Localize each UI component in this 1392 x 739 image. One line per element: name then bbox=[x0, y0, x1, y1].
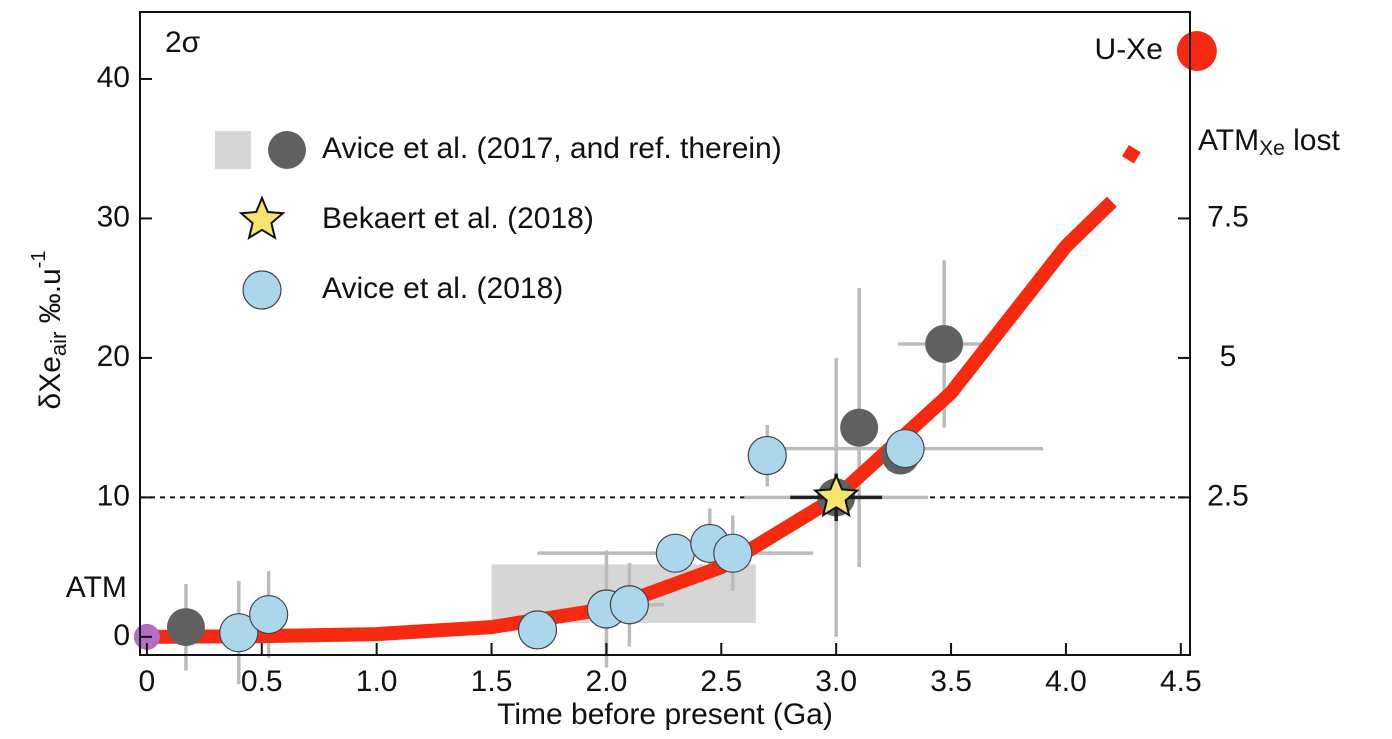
data-point bbox=[885, 428, 925, 469]
legend-marker bbox=[238, 195, 286, 240]
data-point bbox=[166, 608, 205, 647]
data-point bbox=[249, 594, 289, 635]
y-tick-label: 10 bbox=[97, 479, 130, 512]
y-label-sub: air bbox=[46, 332, 71, 356]
y-axis-label: δXeair ‰.u-1 bbox=[28, 250, 71, 409]
data-point bbox=[925, 324, 964, 363]
fit-curve bbox=[146, 145, 1141, 644]
special-point bbox=[1176, 31, 1217, 72]
legend-marker bbox=[268, 131, 306, 169]
legend-label: Avice et al. (2018) bbox=[322, 272, 563, 305]
x-tick-label: 0.5 bbox=[241, 665, 283, 698]
x-tick-label: 4.5 bbox=[1160, 665, 1202, 698]
y-tick-label: 40 bbox=[97, 61, 130, 94]
y2-tick-label: 5 bbox=[1220, 340, 1237, 373]
legend-label: Bekaert et al. (2018) bbox=[322, 202, 594, 235]
y-tick-label: 20 bbox=[97, 340, 130, 373]
data-point bbox=[747, 435, 787, 476]
y2-label-rest: lost bbox=[1285, 124, 1341, 157]
legend-marker bbox=[242, 270, 282, 310]
data-point bbox=[812, 472, 860, 518]
y2-tick-label: 7.5 bbox=[1207, 200, 1249, 233]
y2-label-main: ATM bbox=[1198, 124, 1259, 157]
point-label: U-Xe bbox=[1095, 33, 1163, 66]
x-tick-label: 1.0 bbox=[356, 665, 398, 698]
x-tick-label: 4.0 bbox=[1045, 665, 1087, 698]
data-point bbox=[840, 408, 879, 447]
data-point bbox=[609, 585, 649, 625]
x-tick-label: 2.0 bbox=[586, 665, 628, 698]
data-point bbox=[517, 610, 558, 650]
data-point bbox=[655, 533, 695, 573]
point-label: ATM bbox=[66, 571, 127, 604]
data-point bbox=[713, 533, 753, 573]
y2-tick-label: 2.5 bbox=[1207, 479, 1249, 512]
y-label-unit: ‰.u bbox=[34, 268, 67, 331]
plot-frame bbox=[139, 11, 1191, 656]
annotation: 2σ bbox=[165, 26, 201, 59]
x-tick-label: 0 bbox=[139, 665, 156, 698]
x-tick-label: 3.0 bbox=[815, 665, 857, 698]
y2-axis-label: ATMXe lost bbox=[1198, 124, 1340, 160]
x-tick-label: 1.5 bbox=[471, 665, 513, 698]
x-tick-label: 2.5 bbox=[700, 665, 742, 698]
y2-label-sub: Xe bbox=[1259, 137, 1285, 160]
y-label-sup: -1 bbox=[28, 250, 50, 268]
data-point bbox=[219, 613, 259, 653]
legend-label: Avice et al. (2017, and ref. therein) bbox=[322, 132, 782, 165]
x-axis-label: Time before present (Ga) bbox=[497, 698, 833, 731]
y-label-main: δXe bbox=[34, 356, 67, 409]
x-tick-label: 3.5 bbox=[930, 665, 972, 698]
y-tick-label: 30 bbox=[97, 200, 130, 233]
y-tick-label: 0 bbox=[113, 619, 130, 652]
legend-swatch bbox=[215, 131, 251, 169]
